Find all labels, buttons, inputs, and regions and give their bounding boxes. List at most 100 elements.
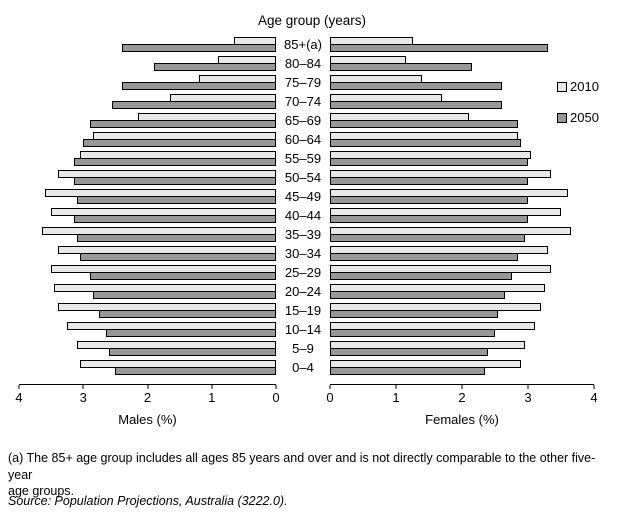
female-2050-bar (330, 63, 472, 71)
pyramid-row: 65–69 (0, 113, 624, 132)
female-2050-bar (330, 348, 489, 356)
male-2050-bar (73, 215, 276, 223)
male-2050-bar (112, 101, 276, 109)
legend-label-2050: 2050 (570, 110, 599, 125)
female-axis-tick (395, 385, 397, 389)
pyramid-row: 10–14 (0, 322, 624, 341)
female-bars (330, 132, 594, 147)
age-group-label: 45–49 (284, 189, 322, 204)
age-group-label: 60–64 (284, 132, 322, 147)
pyramid-row: 55–59 (0, 151, 624, 170)
female-bars (330, 170, 594, 185)
male-2050-bar (153, 63, 276, 71)
male-bars (19, 265, 276, 280)
age-group-label: 65–69 (284, 113, 322, 128)
female-axis-tick-label: 4 (590, 390, 598, 405)
female-2050-bar (330, 158, 528, 166)
male-bars (19, 227, 276, 242)
pyramid-row: 30–34 (0, 246, 624, 265)
pyramid-row: 20–24 (0, 284, 624, 303)
legend: 2010 2050 (557, 79, 599, 142)
age-group-label: 85+(a) (284, 37, 322, 52)
male-bars (19, 94, 276, 109)
male-bars (19, 170, 276, 185)
age-group-label: 40–44 (284, 208, 322, 223)
male-2050-bar (115, 367, 276, 375)
female-bars (330, 56, 594, 71)
female-2050-bar (330, 139, 522, 147)
female-2050-bar (330, 82, 502, 90)
male-2050-bar (89, 120, 276, 128)
female-2050-bar (330, 291, 505, 299)
female-2050-bar (330, 367, 486, 375)
male-2050-bar (105, 329, 276, 337)
pyramid-row: 45–49 (0, 189, 624, 208)
male-2050-bar (121, 44, 276, 52)
male-bars (19, 132, 276, 147)
footnote-text: (a) The 85+ age group includes all ages … (8, 451, 596, 498)
age-group-label: 30–34 (284, 246, 322, 261)
age-group-label: 25–29 (284, 265, 322, 280)
pyramid-row: 25–29 (0, 265, 624, 284)
female-2050-bar (330, 215, 528, 223)
male-2050-bar (76, 196, 276, 204)
male-2050-bar (108, 348, 276, 356)
male-axis-tick (275, 385, 277, 389)
female-axis-tick-label: 2 (458, 390, 466, 405)
age-group-label: 70–74 (284, 94, 322, 109)
female-axis-tick (461, 385, 463, 389)
male-axis-tick-label: 2 (143, 390, 152, 405)
male-2050-bar (99, 310, 276, 318)
female-bars (330, 75, 594, 90)
male-axis-tick-label: 4 (15, 390, 23, 405)
female-2050-bar (330, 177, 528, 185)
pyramid-row: 50–54 (0, 170, 624, 189)
pyramid-row: 35–39 (0, 227, 624, 246)
female-bars (330, 113, 594, 128)
age-group-label: 0–4 (292, 360, 314, 375)
pyramid-row: 40–44 (0, 208, 624, 227)
male-2050-bar (76, 234, 276, 242)
male-bars (19, 341, 276, 356)
male-bars (19, 113, 276, 128)
age-group-label: 35–39 (284, 227, 322, 242)
female-axis-tick (329, 385, 331, 389)
male-bars (19, 151, 276, 166)
age-group-label: 75–79 (284, 75, 322, 90)
pyramid-row: 75–79 (0, 75, 624, 94)
male-axis-tick-label: 3 (79, 390, 87, 405)
age-group-label: 20–24 (284, 284, 322, 299)
legend-item-2010: 2010 (557, 79, 599, 94)
pyramid-row: 15–19 (0, 303, 624, 322)
legend-swatch-2050-icon (557, 112, 567, 123)
male-bars (19, 37, 276, 52)
female-axis-tick (593, 385, 595, 389)
male-2050-bar (89, 272, 276, 280)
age-group-label: 15–19 (284, 303, 322, 318)
source-text: Source: Population Projections, Australi… (8, 494, 288, 508)
female-2050-bar (330, 234, 525, 242)
female-bars (330, 303, 594, 318)
female-bars (330, 360, 594, 375)
male-bars (19, 303, 276, 318)
pyramid-row: 80–84 (0, 56, 624, 75)
male-2050-bar (121, 82, 276, 90)
female-bars (330, 341, 594, 356)
female-2050-bar (330, 253, 519, 261)
female-axis-tick-label: 3 (524, 390, 532, 405)
male-axis-tick-label: 1 (208, 390, 216, 405)
male-bars (19, 75, 276, 90)
female-bars (330, 265, 594, 280)
female-axis-tick (527, 385, 529, 389)
legend-swatch-2010-icon (557, 81, 567, 92)
female-axis-tick-label: 1 (392, 390, 400, 405)
legend-item-2050: 2050 (557, 110, 599, 125)
female-bars (330, 37, 594, 52)
female-axis-title: Females (%) (425, 412, 499, 427)
female-bars (330, 227, 594, 242)
male-bars (19, 360, 276, 375)
male-bars (19, 322, 276, 337)
pyramid-row: 60–64 (0, 132, 624, 151)
male-bars (19, 56, 276, 71)
